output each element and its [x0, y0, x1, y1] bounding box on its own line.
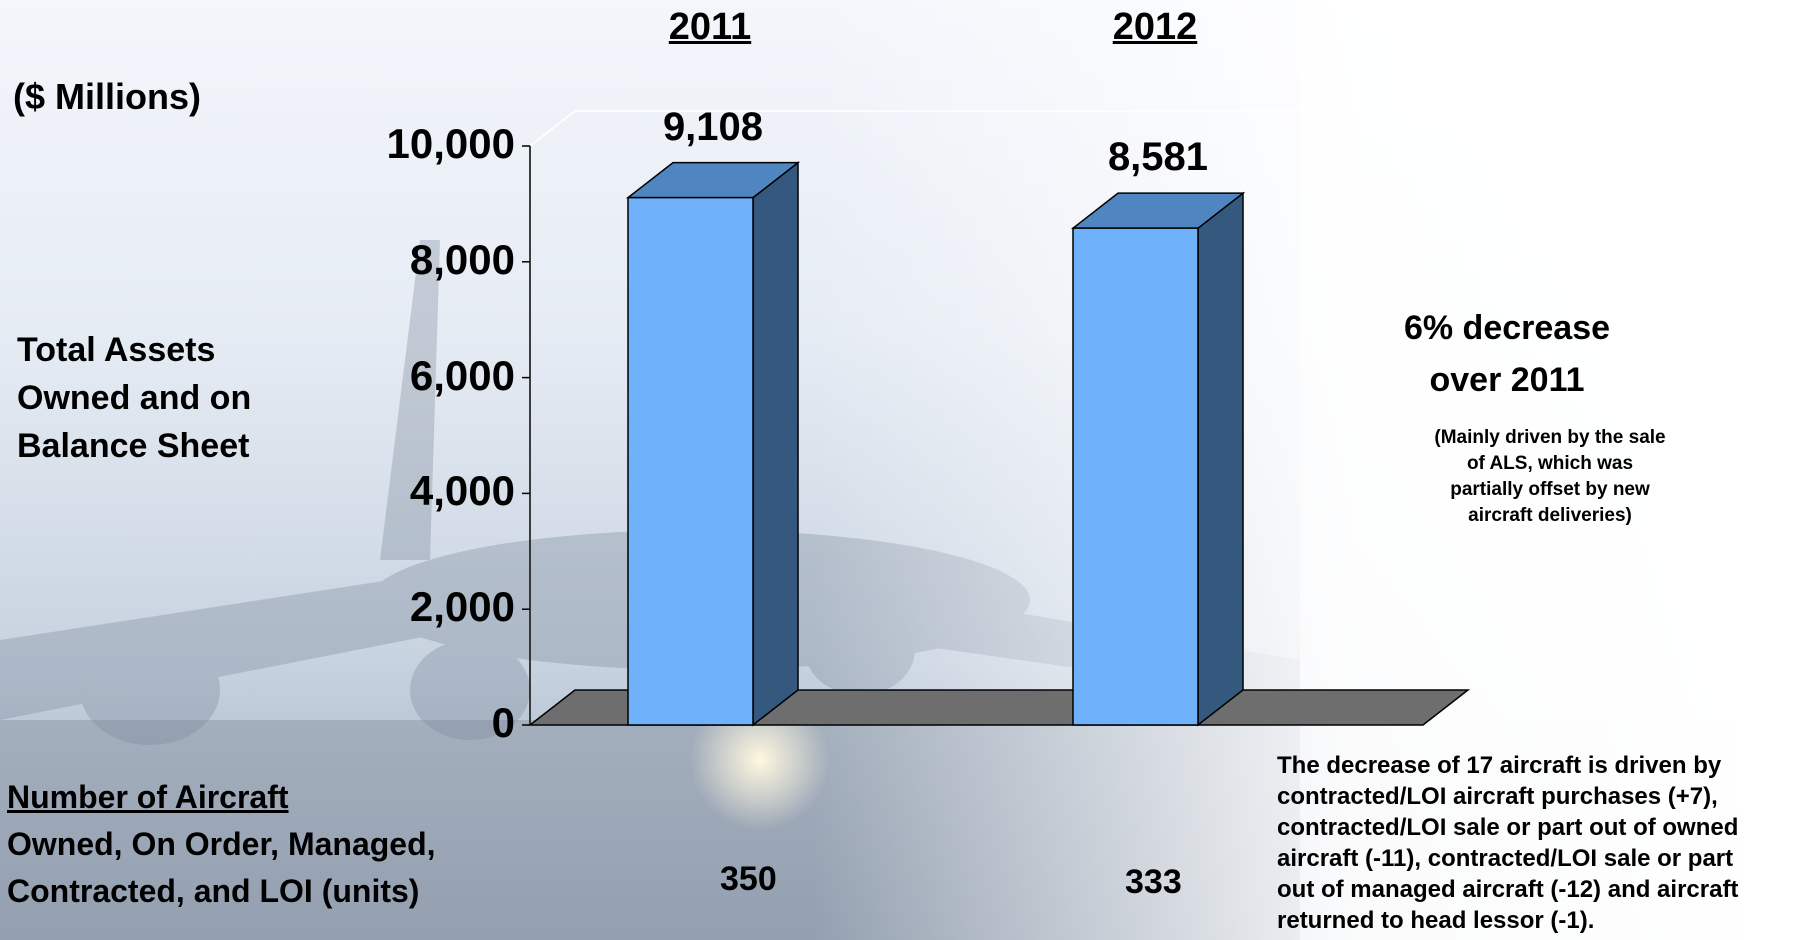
aircraft-explanation-line: aircraft (-11), contracted/LOI sale or p…: [1277, 845, 1734, 872]
aircraft-count-2011: 350: [720, 860, 777, 898]
total-assets-label-line: Owned and on: [17, 379, 252, 417]
aircraft-explanation: The decrease of 17 aircraft is driven by…: [1277, 750, 1797, 936]
bar-side: [1197, 191, 1244, 727]
aircraft-title: Number of Aircraft: [7, 779, 289, 815]
y-tick-label: 10,000: [386, 120, 515, 167]
y-tick-label: 8,000: [409, 235, 515, 283]
aircraft-explanation-line: contracted/LOI sale or part out of owned: [1277, 814, 1739, 841]
change-headline-line1: 6% decrease: [1403, 309, 1611, 347]
y-tick-label: 6,000: [409, 351, 515, 399]
change-note: (Mainly driven by the sale of ALS, which…: [1385, 425, 1715, 529]
aircraft-explanation-line: returned to head lessor (-1).: [1277, 907, 1595, 934]
bar-front: [627, 196, 754, 726]
total-assets-label: Total Assets Owned and on Balance Sheet: [17, 326, 251, 470]
change-note-line: partially offset by new: [1450, 479, 1650, 500]
change-headline: 6% decrease over 2011: [1357, 302, 1657, 406]
bar-2011: [625, 161, 801, 727]
y-tick-label: 2,000: [409, 583, 515, 631]
aircraft-count-2012: 333: [1125, 863, 1182, 901]
aircraft-label-line2: Owned, On Order, Managed,: [7, 826, 436, 862]
bar-front: [1072, 227, 1199, 726]
change-note-line: aircraft deliveries): [1468, 505, 1632, 526]
year-header-2011: 2011: [668, 6, 752, 48]
aircraft-explanation-line: The decrease of 17 aircraft is driven by: [1277, 752, 1722, 779]
unit-label: ($ Millions): [13, 76, 201, 117]
change-note-line: of ALS, which was: [1466, 453, 1634, 474]
y-tick-label: 0: [491, 699, 515, 746]
aircraft-label: Number of Aircraft Owned, On Order, Mana…: [7, 774, 436, 915]
bar-side: [752, 161, 799, 727]
year-header-2012: 2012: [1112, 6, 1198, 48]
aircraft-explanation-line: contracted/LOI aircraft purchases (+7),: [1277, 783, 1718, 810]
aircraft-explanation-line: out of managed aircraft (-12) and aircra…: [1277, 876, 1739, 903]
data-label-2011: 9,108: [662, 104, 764, 149]
aircraft-label-line3: Contracted, and LOI (units): [7, 873, 420, 909]
change-note-line: (Mainly driven by the sale: [1434, 427, 1666, 448]
y-tick-label: 4,000: [409, 467, 515, 515]
data-label-2012: 8,581: [1107, 135, 1209, 180]
bar-2012: [1070, 191, 1246, 727]
change-headline-line2: over 2011: [1429, 361, 1585, 399]
total-assets-label-line: Total Assets: [17, 331, 216, 369]
total-assets-label-line: Balance Sheet: [17, 427, 250, 465]
